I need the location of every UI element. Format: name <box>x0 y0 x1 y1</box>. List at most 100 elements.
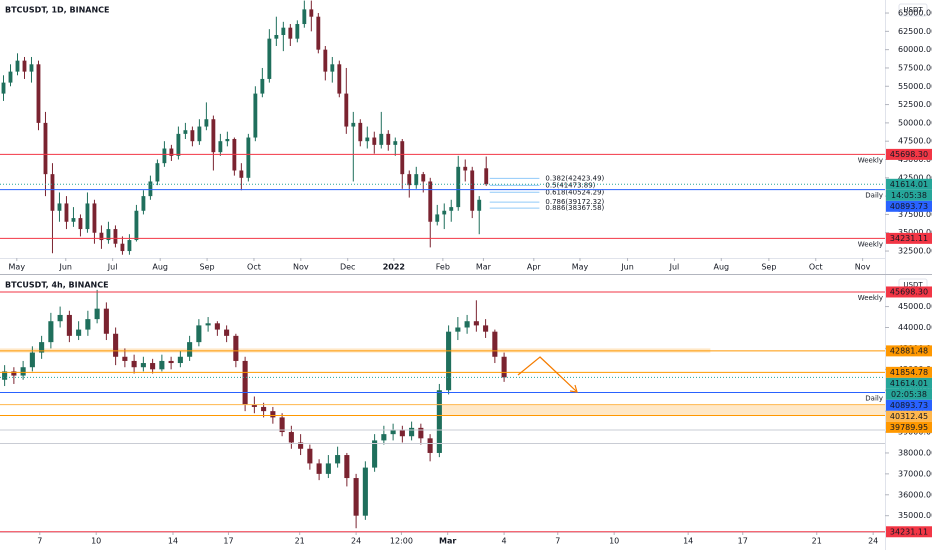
candle-body <box>463 166 468 171</box>
candle-body <box>358 122 363 142</box>
candle-body <box>400 141 405 175</box>
level-note: Weekly <box>858 294 883 302</box>
currency-box <box>898 3 928 17</box>
level-note: Weekly <box>858 240 883 248</box>
x-tick-label: Feb <box>436 263 450 272</box>
price-label-bg <box>886 178 932 190</box>
candle-body <box>205 323 211 326</box>
y-tick-label: 55000.00 <box>898 82 932 91</box>
candle-body <box>50 174 55 211</box>
y-tick-label: 62500.00 <box>898 27 932 36</box>
candle-body <box>20 367 26 376</box>
candle-body <box>113 333 119 357</box>
candle-body <box>183 130 188 134</box>
y-tick-label: 65000.00 <box>898 9 932 18</box>
timer: 14:05:38 <box>891 191 927 200</box>
candle-body <box>260 78 265 94</box>
candle-body <box>295 24 300 39</box>
currency: USDT <box>903 6 923 14</box>
price-label: 42881.48 <box>890 346 928 355</box>
candle-body <box>150 363 156 370</box>
candle-body <box>155 163 160 182</box>
price-label: 34231.11 <box>890 527 928 536</box>
candle-body <box>483 325 489 332</box>
zone <box>440 404 885 416</box>
candle-body <box>421 174 426 182</box>
y-tick-label: 38000.00 <box>898 448 932 457</box>
candle-body <box>29 352 35 368</box>
level-note: Daily <box>865 192 883 200</box>
candle-body <box>148 181 153 197</box>
y-tick-label: 36000.00 <box>898 490 932 499</box>
candle-body <box>64 203 69 222</box>
price-label: 41614.01 <box>890 180 928 189</box>
y-tick-label: 42500.00 <box>898 173 932 182</box>
candle-body <box>372 137 377 145</box>
price-label: 41614.01 <box>890 379 928 388</box>
x-tick-label: 4 <box>502 537 507 546</box>
candle-body <box>428 181 433 222</box>
candle-body <box>177 356 183 364</box>
candle-body <box>106 229 111 241</box>
x-tick-label: 2022 <box>383 263 405 272</box>
y-tick-label: 32500.00 <box>898 247 932 256</box>
candle-body <box>446 331 452 391</box>
candle-body <box>307 448 313 464</box>
candle-body <box>85 203 90 230</box>
x-tick-label: May <box>572 263 589 272</box>
price-label: 39789.95 <box>890 423 928 432</box>
x-tick-label: Oct <box>247 263 261 272</box>
candle-body <box>15 60 20 72</box>
x-tick-label: Sep <box>761 263 776 272</box>
x-tick-label: Jul <box>669 263 680 272</box>
candle-body <box>43 122 48 175</box>
candle-body <box>11 371 17 376</box>
candle-body <box>76 329 82 336</box>
x-tick-label: 21 <box>295 537 305 546</box>
x-tick-label: Apr <box>527 263 542 272</box>
x-tick-label: 24 <box>351 537 361 546</box>
candle-body <box>473 321 479 326</box>
candle-body <box>435 214 440 222</box>
x-tick-label: 24 <box>868 537 878 546</box>
candle-body <box>29 64 34 72</box>
price-label-bg <box>886 366 932 378</box>
candle-body <box>204 119 209 127</box>
candle-body <box>351 122 356 127</box>
candle-body <box>344 455 350 479</box>
candle-body <box>57 203 62 211</box>
candle-body <box>279 417 285 433</box>
x-tick-label: 7 <box>555 537 560 546</box>
candle-body <box>196 325 202 343</box>
candle-body <box>501 356 507 378</box>
currency: USDT <box>903 281 923 289</box>
candle-body <box>442 210 447 215</box>
candle-body <box>316 16 321 50</box>
candle-body <box>399 429 405 437</box>
candle-body <box>78 218 83 230</box>
candle-body <box>449 207 454 211</box>
candle-body <box>187 342 193 357</box>
y-tick-label: 60000.00 <box>898 45 932 54</box>
candle-body <box>92 203 97 233</box>
y-tick-label: 50000.00 <box>898 118 932 127</box>
price-label: 34231.11 <box>890 234 928 243</box>
x-tick-label: Sep <box>200 263 215 272</box>
x-tick-label: Jun <box>59 263 73 272</box>
candle-body <box>381 434 387 441</box>
x-tick-label: 10 <box>609 537 619 546</box>
candle-body <box>176 133 181 156</box>
x-tick-label: Oct <box>809 263 823 272</box>
x-tick-label: Dec <box>340 263 355 272</box>
candle-body <box>464 321 470 328</box>
candle-body <box>2 371 8 380</box>
candle-body <box>309 9 314 17</box>
pane: BTCUSDT, 4h, BINANCE USDT 35000.00 36000.00… <box>0 278 932 546</box>
y-tick-label: 37000.00 <box>898 469 932 478</box>
candle-body <box>477 199 482 211</box>
candle-body <box>288 432 294 443</box>
candle-body <box>409 427 415 437</box>
